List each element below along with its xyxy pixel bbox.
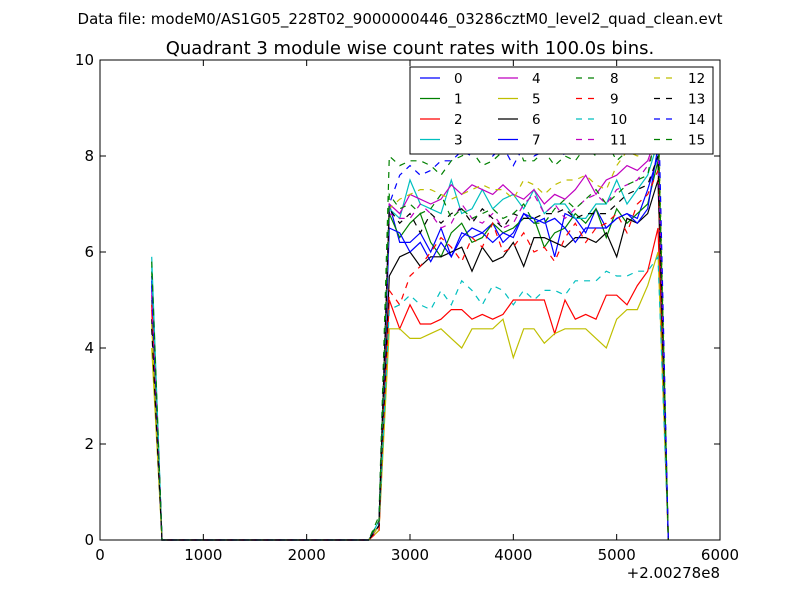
legend-label-6: 6 xyxy=(532,112,541,128)
y-tick-label: 10 xyxy=(75,51,94,69)
y-tick-label: 4 xyxy=(84,339,94,357)
legend-label-3: 3 xyxy=(454,133,463,149)
legend-label-13: 13 xyxy=(688,92,705,108)
x-tick-label: 5000 xyxy=(598,546,636,564)
x-offset-label: +2.00278e8 xyxy=(627,564,720,582)
legend-label-5: 5 xyxy=(532,92,541,108)
x-tick-label: 0 xyxy=(95,546,105,564)
y-tick-label: 6 xyxy=(84,243,94,261)
y-tick-label: 2 xyxy=(84,435,94,453)
chart-suptitle: Data file: modeM0/AS1G05_228T02_90000004… xyxy=(78,10,723,29)
legend-label-2: 2 xyxy=(454,112,463,128)
legend-label-11: 11 xyxy=(610,133,627,149)
legend-label-1: 1 xyxy=(454,92,463,108)
y-tick-label: 0 xyxy=(84,531,94,549)
legend-label-8: 8 xyxy=(610,71,619,87)
legend-label-14: 14 xyxy=(688,112,705,128)
x-tick-label: 2000 xyxy=(288,546,326,564)
chart-title: Quadrant 3 module wise count rates with … xyxy=(166,38,655,59)
x-tick-label: 1000 xyxy=(184,546,222,564)
series-line-13 xyxy=(151,155,669,541)
legend-label-0: 0 xyxy=(454,71,463,87)
series-line-14 xyxy=(151,82,669,541)
legend-label-15: 15 xyxy=(688,133,705,149)
x-tick-label: 6000 xyxy=(701,546,739,564)
series-line-9 xyxy=(151,170,669,541)
legend-label-9: 9 xyxy=(610,92,619,108)
legend-label-10: 10 xyxy=(610,112,627,128)
x-tick-label: 4000 xyxy=(494,546,532,564)
legend-box xyxy=(409,66,714,155)
legend-label-4: 4 xyxy=(532,71,541,87)
series-line-11 xyxy=(151,136,669,541)
y-tick-label: 8 xyxy=(84,147,94,165)
x-tick-label: 3000 xyxy=(391,546,429,564)
legend-label-12: 12 xyxy=(688,71,705,87)
legend-label-7: 7 xyxy=(532,133,541,149)
